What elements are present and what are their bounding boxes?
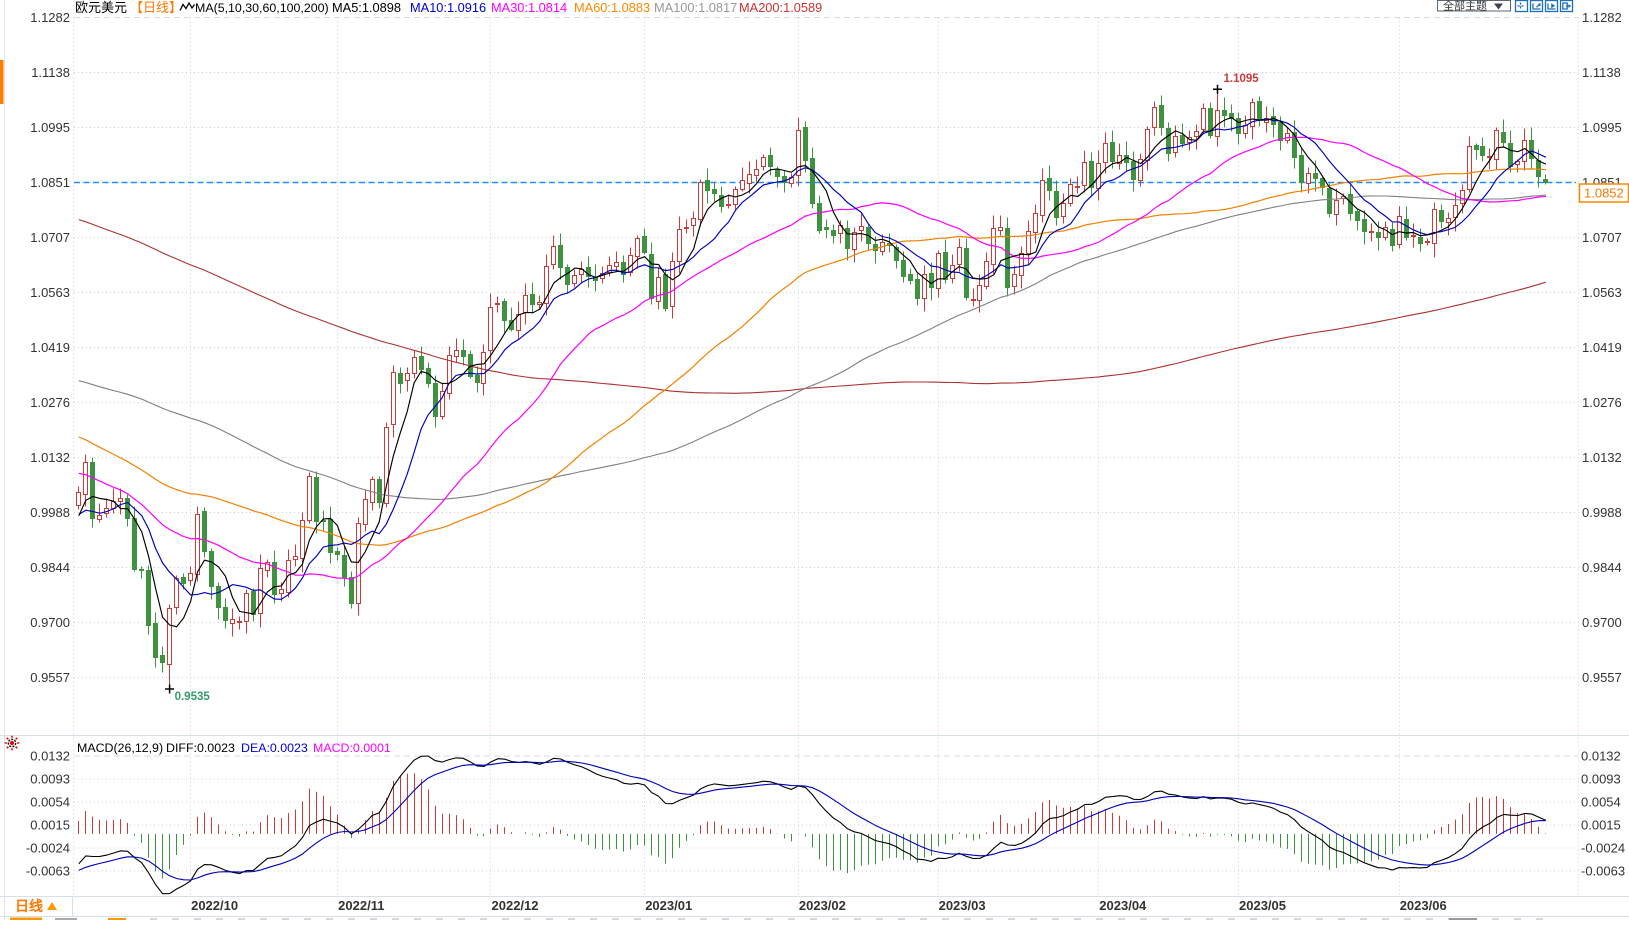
- svg-text:1.0707: 1.0707: [30, 230, 70, 245]
- svg-text:MA10:1.0916: MA10:1.0916: [410, 0, 486, 15]
- svg-text:2023/06: 2023/06: [1400, 898, 1447, 913]
- svg-text:0.9557: 0.9557: [30, 670, 70, 685]
- svg-text:-0.0024: -0.0024: [26, 841, 70, 856]
- svg-text:1.0707: 1.0707: [1582, 230, 1622, 245]
- svg-text:2023/01: 2023/01: [645, 898, 692, 913]
- svg-text:【日线】: 【日线】: [130, 0, 182, 15]
- svg-text:0.0015: 0.0015: [30, 818, 70, 833]
- svg-text:0.9535: 0.9535: [175, 691, 211, 703]
- svg-text:1.0995: 1.0995: [1582, 120, 1622, 135]
- svg-text:1.0276: 1.0276: [30, 395, 70, 410]
- svg-text:1.0852: 1.0852: [1584, 186, 1624, 201]
- svg-text:2022/11: 2022/11: [338, 898, 384, 913]
- svg-text:-0.0024: -0.0024: [1581, 841, 1625, 856]
- svg-text:MA5:1.0898: MA5:1.0898: [332, 0, 401, 15]
- svg-text:2023/03: 2023/03: [939, 898, 986, 913]
- svg-text:1.0563: 1.0563: [1582, 285, 1622, 300]
- svg-text:1.1138: 1.1138: [31, 65, 70, 80]
- svg-text:2022/10: 2022/10: [191, 898, 238, 913]
- svg-text:1.0132: 1.0132: [1582, 450, 1622, 465]
- svg-text:MACD(26,12,9): MACD(26,12,9): [77, 741, 163, 755]
- svg-text:0.0054: 0.0054: [30, 795, 70, 810]
- svg-text:1.0419: 1.0419: [1582, 340, 1622, 355]
- svg-text:2023/04: 2023/04: [1099, 898, 1147, 913]
- svg-text:DIFF:0.0023: DIFF:0.0023: [166, 741, 235, 755]
- svg-text:0.0093: 0.0093: [1581, 772, 1621, 787]
- svg-text:1.0563: 1.0563: [30, 285, 70, 300]
- svg-text:欧元美元: 欧元美元: [75, 0, 127, 15]
- svg-text:0.0132: 0.0132: [30, 749, 70, 764]
- svg-text:1.0276: 1.0276: [1582, 395, 1622, 410]
- svg-text:1.0995: 1.0995: [30, 120, 70, 135]
- svg-text:0.9557: 0.9557: [1582, 670, 1622, 685]
- svg-text:0.0015: 0.0015: [1581, 818, 1621, 833]
- svg-text:MA(5,10,30,60,100,200): MA(5,10,30,60,100,200): [195, 1, 329, 15]
- svg-text:日线: 日线: [15, 898, 43, 914]
- svg-text:0.0093: 0.0093: [30, 772, 70, 787]
- svg-text:1.0132: 1.0132: [30, 450, 70, 465]
- svg-text:1.1138: 1.1138: [1582, 65, 1621, 80]
- svg-text:1.0419: 1.0419: [30, 340, 70, 355]
- svg-text:-0.0063: -0.0063: [1581, 864, 1625, 879]
- svg-text:1.1095: 1.1095: [1224, 73, 1260, 85]
- svg-text:MA60:1.0883: MA60:1.0883: [574, 0, 650, 15]
- svg-text:0.0054: 0.0054: [1581, 795, 1621, 810]
- svg-text:0.9844: 0.9844: [1582, 560, 1622, 575]
- svg-text:MA100:1.0817: MA100:1.0817: [654, 0, 737, 15]
- svg-text:2023/02: 2023/02: [799, 898, 846, 913]
- svg-text:2022/12: 2022/12: [492, 898, 539, 913]
- svg-text:0.0132: 0.0132: [1581, 749, 1621, 764]
- svg-text:0.9844: 0.9844: [30, 560, 70, 575]
- svg-text:0.9988: 0.9988: [30, 505, 70, 520]
- svg-text:0.9700: 0.9700: [1582, 615, 1622, 630]
- svg-text:2023/05: 2023/05: [1239, 898, 1286, 913]
- svg-text:1.0851: 1.0851: [30, 175, 70, 190]
- svg-text:全部主题: 全部主题: [1443, 0, 1487, 13]
- svg-text:MA30:1.0814: MA30:1.0814: [491, 0, 567, 15]
- svg-text:0.9988: 0.9988: [1582, 505, 1622, 520]
- svg-text:1.1282: 1.1282: [30, 10, 70, 25]
- svg-text:-0.0063: -0.0063: [26, 864, 70, 879]
- svg-text:0.9700: 0.9700: [30, 615, 70, 630]
- svg-text:1.1282: 1.1282: [1582, 10, 1622, 25]
- svg-text:MACD:0.0001: MACD:0.0001: [313, 741, 391, 755]
- svg-text:DEA:0.0023: DEA:0.0023: [241, 741, 308, 755]
- svg-text:MA200:1.0589: MA200:1.0589: [739, 0, 822, 15]
